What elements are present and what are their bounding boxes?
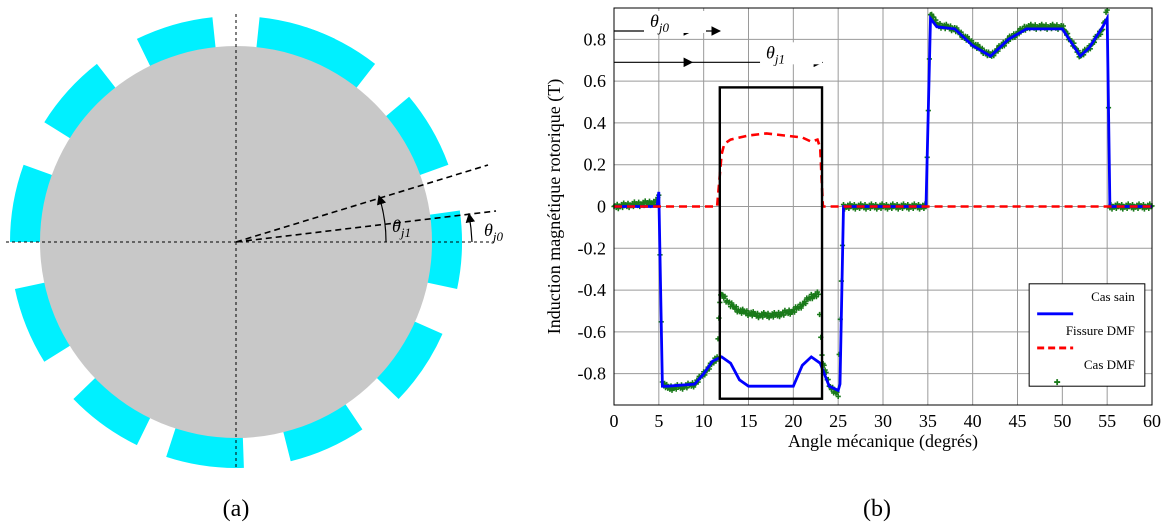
theta_j0-label-bg [644, 10, 706, 33]
y-tick-label: 0.6 [584, 71, 607, 91]
x-tick-label: 5 [654, 411, 663, 431]
cas-dmf-point [791, 309, 798, 315]
cas-dmf-point [933, 17, 939, 23]
theta-j0-arc [465, 212, 476, 243]
legend: Cas sain Fissure DMF Cas DMF [1028, 283, 1146, 387]
theta_j1-label-bg [760, 42, 823, 65]
cas-dmf-point [803, 300, 809, 307]
rotor-pole-5 [14, 279, 84, 362]
legend-label: Fissure DMF [1066, 323, 1135, 338]
theta-j1-label: θj1 [392, 216, 411, 240]
x-tick-label: 40 [964, 411, 982, 431]
cas-dmf-point [722, 293, 728, 299]
cas-dmf-point [969, 38, 975, 44]
legend-label: Cas sain [1091, 289, 1135, 304]
plot-frame [613, 7, 1153, 406]
rotor-pole-11 [373, 96, 449, 181]
cas-dmf-point [835, 393, 841, 399]
theta-j0-ray [235, 210, 497, 243]
induction-chart: θj0 θj1 0 5 10 15 20 25 30 35 40 45 50 55 60 0.8 0.6 0.4… [544, 7, 1162, 522]
theta-j1-ray [235, 164, 489, 243]
rotor-pole-9 [365, 315, 443, 399]
highlight-box [718, 86, 824, 400]
rotor-diagram: θj1 θj0 (a) [6, 14, 503, 522]
legend-label: Cas DMF [1084, 357, 1135, 372]
cas-dmf-point [975, 42, 981, 48]
x-tick-label: 15 [740, 411, 758, 431]
annotation-layer: θj0 θj1 [614, 10, 824, 400]
x-tick-label: 20 [784, 411, 802, 431]
cas-dmf-point [729, 300, 735, 306]
legend-box [1028, 283, 1146, 387]
caption-a: (a) [223, 496, 250, 522]
cas-dmf-point [815, 291, 821, 297]
rotor-pole-3 [44, 63, 126, 147]
x-tick-label: 55 [1098, 411, 1116, 431]
rotor-pole-12 [291, 27, 376, 101]
cas-dmf-point [798, 305, 804, 311]
series-fissure-dmf-line [614, 132, 1152, 208]
cas-dmf-point [931, 14, 937, 20]
y-tick-label: -0.4 [578, 280, 607, 300]
y-axis-label: Induction magnétique rotorique (T) [544, 79, 565, 334]
legend-swatch-cas-dmf [1054, 379, 1061, 386]
cas-dmf-point [1060, 23, 1066, 29]
y-tick-label: 0.2 [584, 155, 607, 175]
x-axis-label: Angle mécanique (degrés) [788, 431, 978, 452]
cas-dmf-point [964, 34, 970, 40]
rotor-pole-6 [73, 367, 158, 446]
cas-dmf-point [733, 304, 739, 310]
theta_j0-chart-label: θj0 [650, 11, 669, 35]
series-layer [611, 7, 1155, 399]
x-tick-label: 50 [1053, 411, 1071, 431]
y-tick-label: 0 [597, 197, 606, 217]
caption-b: (b) [863, 496, 891, 522]
x-tick-label: 60 [1143, 411, 1161, 431]
x-tick-label: 0 [610, 411, 619, 431]
y-tick-label: -0.8 [578, 364, 607, 384]
y-tick-label: -0.2 [578, 238, 607, 258]
series-cas-sain-line [614, 12, 1152, 393]
x-tick-label: 25 [829, 411, 847, 431]
x-tick-label: 30 [874, 411, 892, 431]
y-tick-label: 0.4 [584, 113, 607, 133]
x-tick-label: 10 [695, 411, 713, 431]
y-tick-label: 0.8 [584, 29, 607, 49]
x-tick-label: 35 [919, 411, 937, 431]
tick-labels: 0 5 10 15 20 25 30 35 40 45 50 55 60 0.8 0.6 0.4 0.2 0 -0.… [578, 29, 1162, 431]
theta-j0-label: θj0 [484, 220, 503, 244]
x-tick-label: 45 [1009, 411, 1027, 431]
rotor-pole-8 [279, 391, 363, 462]
y-tick-label: -0.6 [578, 322, 607, 342]
theta-j1-arc [376, 194, 387, 243]
theta_j1-chart-label: θj1 [766, 42, 785, 66]
cas-dmf-point [929, 11, 935, 17]
